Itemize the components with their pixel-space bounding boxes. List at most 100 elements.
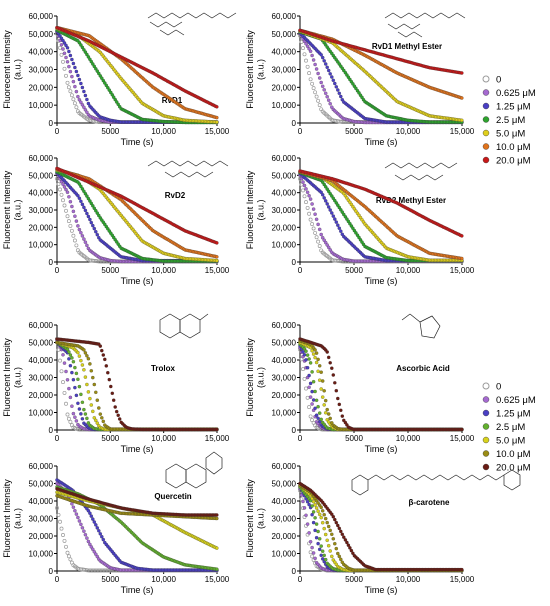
x-tick-label: 0 <box>298 434 303 443</box>
data-point <box>74 243 79 248</box>
data-point <box>302 353 307 357</box>
data-point <box>68 363 73 368</box>
data-point <box>65 550 70 555</box>
data-point <box>73 214 77 218</box>
series-0 <box>55 337 219 432</box>
y-axis-label-line2: (a.u.) <box>13 367 23 388</box>
data-point <box>66 554 71 559</box>
data-point <box>333 81 337 86</box>
data-point <box>61 533 65 537</box>
data-point <box>313 212 317 216</box>
data-point <box>71 233 76 238</box>
x-tick-label: 5000 <box>101 575 119 584</box>
data-point <box>76 377 80 382</box>
data-point <box>67 195 71 199</box>
data-point <box>71 377 76 382</box>
data-point <box>59 526 64 531</box>
data-point <box>117 417 122 421</box>
data-point <box>77 77 82 82</box>
data-point <box>301 188 305 193</box>
data-point <box>307 405 312 410</box>
y-axis-label: Fluorecent Intensity(a.u.) <box>245 338 265 417</box>
data-point <box>301 46 305 51</box>
data-point <box>64 369 68 374</box>
data-point <box>323 91 328 96</box>
data-point <box>76 73 80 78</box>
data-point <box>320 193 325 197</box>
data-point <box>215 255 219 259</box>
data-point <box>64 401 68 406</box>
data-point <box>215 427 219 432</box>
x-tick-label: 10,000 <box>396 434 421 443</box>
y-tick-label: 40,000 <box>272 356 297 365</box>
data-point <box>79 230 83 235</box>
y-tick-label: 40,000 <box>29 48 54 57</box>
data-point <box>98 412 103 416</box>
data-point <box>334 220 339 224</box>
data-point <box>92 226 97 231</box>
y-axis-label-line1: Fluorecent Intensity <box>245 30 255 109</box>
y-tick-label: 60,000 <box>29 154 54 163</box>
data-point <box>313 230 318 235</box>
data-point <box>68 395 73 400</box>
data-point <box>85 97 89 102</box>
series-1-25-m <box>298 344 464 432</box>
data-point <box>334 85 339 89</box>
y-tick-label: 10,000 <box>272 241 297 250</box>
data-point <box>310 222 315 227</box>
data-point <box>460 118 464 123</box>
data-point <box>305 190 310 195</box>
data-point <box>317 364 322 368</box>
data-point <box>337 402 342 407</box>
data-point <box>80 103 85 107</box>
data-point <box>59 43 64 47</box>
data-point <box>65 412 70 417</box>
data-point <box>317 244 322 248</box>
data-point <box>316 98 321 103</box>
data-point <box>302 376 307 381</box>
data-point <box>86 101 91 106</box>
x-tick-label: 5000 <box>345 434 363 443</box>
y-tick-label: 0 <box>292 258 297 267</box>
data-point <box>326 205 331 209</box>
x-axis-label: Time (s) <box>365 137 398 147</box>
data-point <box>71 79 76 84</box>
data-point <box>76 515 80 520</box>
data-point <box>325 94 329 99</box>
data-point <box>67 386 71 391</box>
y-tick-label: 20,000 <box>272 223 297 232</box>
data-point <box>215 120 219 124</box>
x-tick-label: 5000 <box>345 266 363 275</box>
y-tick-label: 50,000 <box>272 339 297 348</box>
series-20-0-m <box>298 337 464 432</box>
data-point <box>73 65 77 70</box>
data-point <box>322 403 326 407</box>
chart-panels: 0 10,000 20,000 30,000 40,000 50,000 60,000 0 50… <box>2 12 475 595</box>
data-point <box>70 356 74 360</box>
data-point <box>71 505 76 509</box>
data-point <box>317 76 322 80</box>
y-tick-label: 30,000 <box>272 66 297 75</box>
data-point <box>62 538 67 543</box>
data-point <box>64 55 68 60</box>
y-tick-label: 20,000 <box>29 223 54 232</box>
data-point <box>77 519 82 523</box>
data-point <box>310 402 314 406</box>
data-point <box>62 66 67 71</box>
data-point <box>69 228 74 233</box>
y-tick-label: 30,000 <box>272 374 297 383</box>
data-point <box>80 400 85 405</box>
data-point <box>307 211 312 216</box>
data-point <box>62 361 67 365</box>
x-axis-label: Time (s) <box>121 444 154 454</box>
y-tick-label: 0 <box>49 258 54 267</box>
panel-title: Trolox <box>151 364 176 373</box>
y-tick-label: 10,000 <box>29 101 54 110</box>
data-point <box>70 57 74 62</box>
data-point <box>313 90 318 95</box>
data-point <box>100 416 104 420</box>
data-point <box>326 68 331 73</box>
data-point <box>317 378 322 382</box>
data-point <box>64 544 68 549</box>
data-point <box>58 45 62 50</box>
